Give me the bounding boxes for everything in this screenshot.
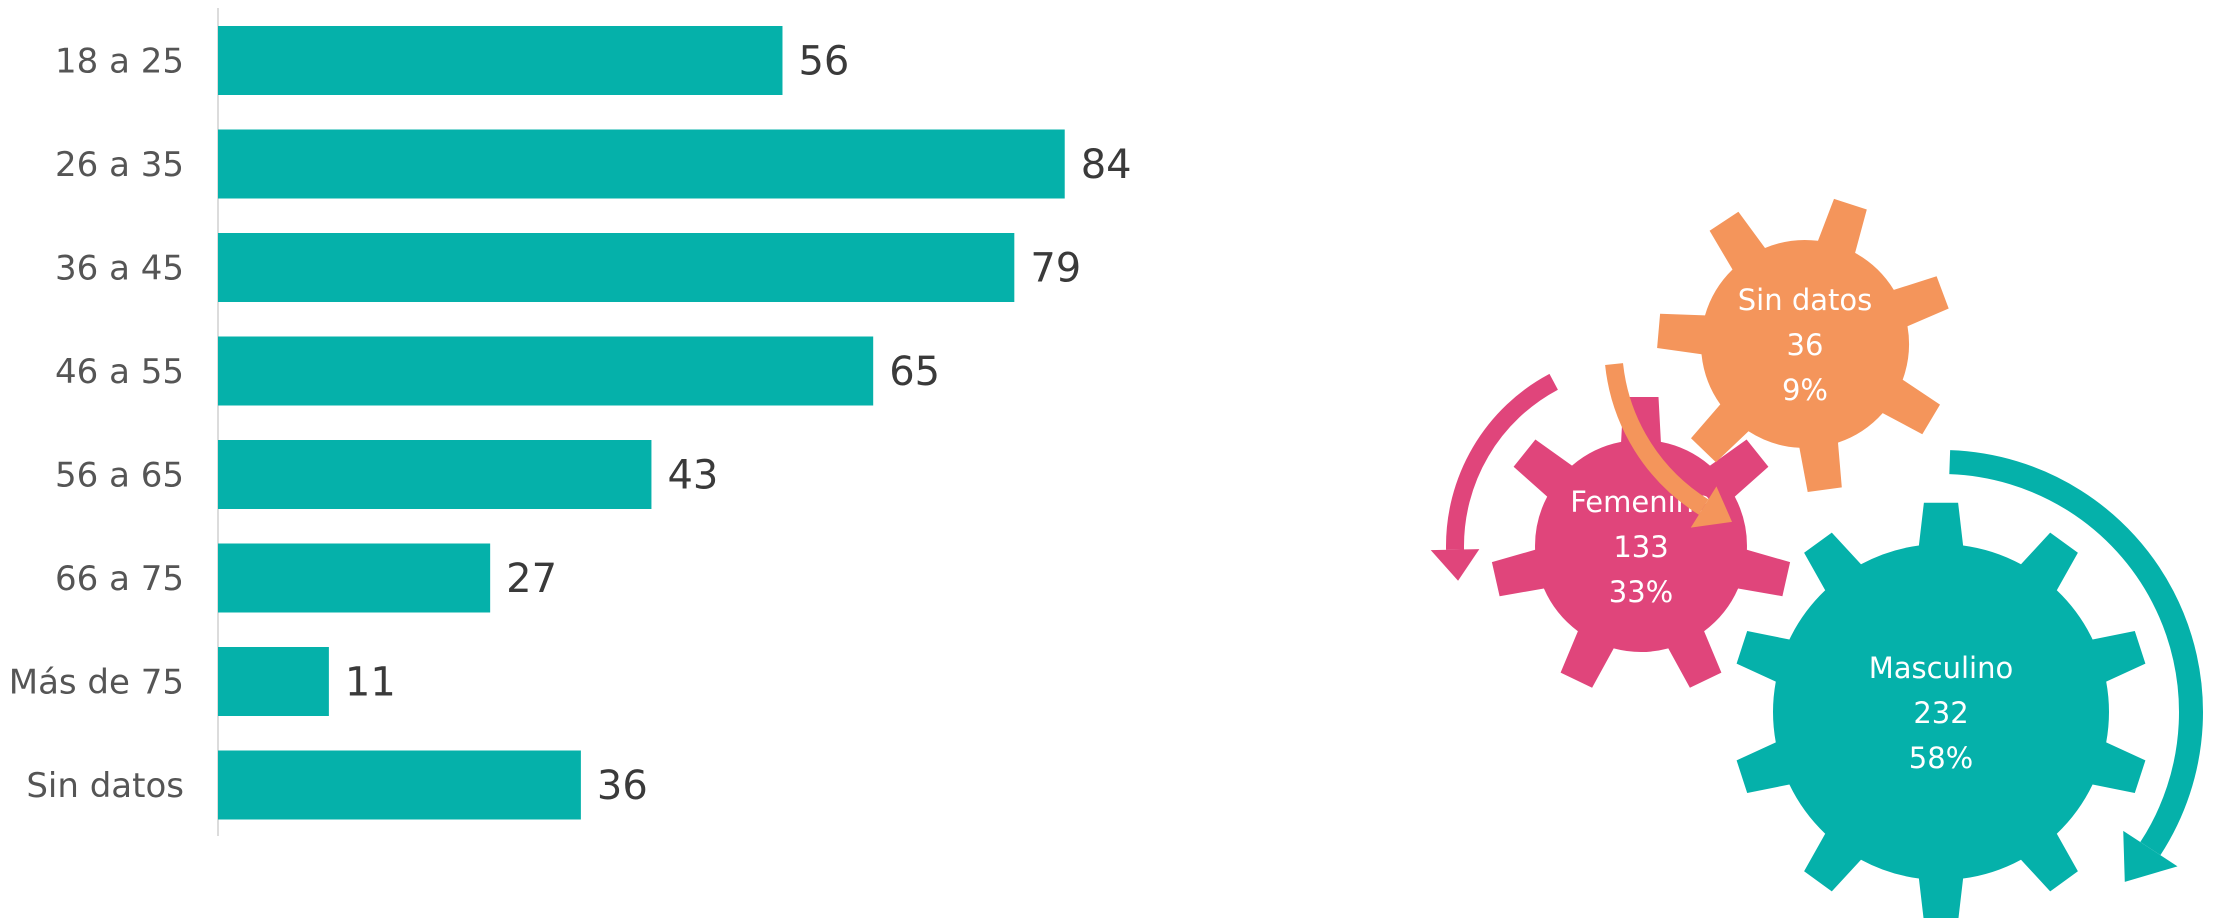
bar-2	[218, 233, 1015, 302]
sin-datos-arrow-head	[1690, 486, 1733, 528]
category-label: 36 a 45	[55, 249, 184, 289]
category-label: 26 a 35	[55, 145, 184, 185]
femenina-gear-percent: 33%	[1609, 575, 1673, 609]
category-label: Sin datos	[26, 766, 184, 806]
sin-datos-gear-value: 36	[1787, 328, 1824, 362]
femenina-arrow-head	[1430, 549, 1480, 581]
bar-value-label: 79	[1030, 246, 1081, 292]
category-label: 56 a 65	[55, 456, 184, 496]
sin-datos-gear-label: Sin datos	[1738, 283, 1872, 317]
sin-datos-gear-percent: 9%	[1782, 373, 1828, 407]
category-label: 66 a 75	[55, 559, 184, 599]
masculino-gear	[1736, 502, 2146, 918]
bar-value-label: 84	[1081, 142, 1132, 188]
femenina-arrow-arc	[1446, 373, 1558, 550]
masculino-arrow-arc	[1949, 450, 2203, 856]
bar-5	[218, 543, 491, 613]
bar-value-label: 56	[798, 39, 849, 85]
bar-3	[218, 336, 874, 406]
bar-value-label: 43	[667, 453, 718, 499]
masculino-gear-percent: 58%	[1909, 741, 1973, 775]
masculino-gear-label: Masculino	[1869, 651, 2013, 685]
masculino-gear-value: 232	[1913, 696, 1968, 730]
category-label: Más de 75	[9, 663, 184, 703]
bar-7	[218, 750, 581, 820]
sin-datos-gear	[1657, 198, 1949, 492]
bar-4	[218, 440, 652, 509]
bar-value-label: 11	[345, 660, 396, 706]
masculino-arrow-head	[2123, 830, 2178, 882]
age-bar-chart: 18 a 25 56 26 a 35 84 36 a 45 79 46 a 55 65 56 a…	[9, 8, 1132, 836]
bar-6	[218, 647, 329, 716]
bar-1	[218, 129, 1065, 199]
sin-datos-arrow-arc	[1605, 363, 1709, 515]
bar-value-label: 36	[597, 763, 648, 809]
femenina-gear-value: 133	[1613, 530, 1668, 564]
bar-0	[218, 26, 783, 95]
bar-value-label: 65	[889, 349, 940, 395]
femenina-gear	[1491, 397, 1791, 688]
bar-value-label: 27	[506, 556, 557, 602]
category-label: 18 a 25	[55, 42, 184, 82]
category-label: 46 a 55	[55, 352, 184, 392]
